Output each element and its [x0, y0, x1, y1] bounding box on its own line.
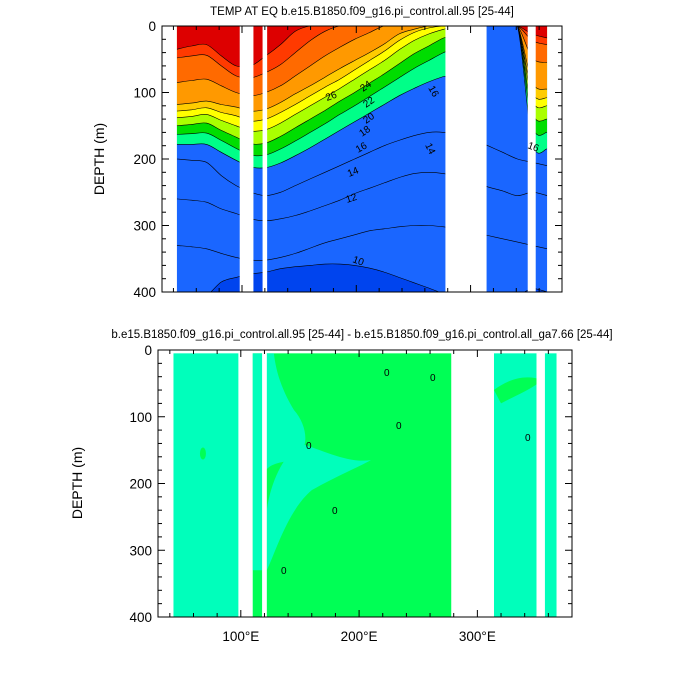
contour-label: 16: [526, 140, 541, 154]
x-tick-label: 100°E: [222, 629, 259, 644]
bottom-title: b.e15.B1850.f09_g16.pi_control.all.95 [2…: [111, 329, 612, 341]
contour-label: 0: [384, 368, 390, 379]
bottom-y-axis-label: DEPTH (m): [69, 447, 85, 519]
top-y-axis-label: DEPTH (m): [91, 123, 107, 195]
contour-label: 26: [324, 90, 339, 104]
contour-label: 12: [345, 192, 359, 206]
y-tick-label: 200: [133, 152, 156, 167]
contour-label: 0: [332, 506, 338, 517]
isotherm-fill-28: [176, 26, 548, 68]
top-contour-lines: [176, 26, 548, 292]
top-contour-fills: [176, 26, 548, 292]
land-gap: [239, 26, 254, 292]
isotherm-line-18: [176, 26, 548, 132]
isotherm-line-10: [210, 263, 548, 292]
contour-label: 14: [346, 165, 361, 180]
y-tick-label: 300: [129, 543, 152, 558]
y-tick-label: 300: [133, 219, 156, 234]
top-panel: TEMP AT EQ b.e15.B1850.f09_g16.pi_contro…: [91, 6, 563, 300]
diff-positive-patch-east: [493, 377, 543, 404]
bottom-contour-labels: 0 0 0 0 0 0 0: [281, 368, 531, 577]
contour-label: 10: [351, 254, 366, 268]
y-tick-label: 0: [148, 19, 156, 34]
land-gap: [238, 350, 253, 617]
contour-label: 0: [430, 373, 436, 384]
isotherm-line-24: [176, 26, 548, 97]
top-title: TEMP AT EQ b.e15.B1850.f09_g16.pi_contro…: [210, 6, 514, 18]
land-gap: [262, 26, 268, 292]
land-gap: [536, 350, 545, 617]
contour-label: 0: [306, 441, 312, 452]
contour-label: 0: [396, 421, 402, 432]
diff-negative-lobe: [266, 443, 371, 571]
contour-label: 16: [354, 140, 370, 155]
land-gap: [445, 26, 487, 292]
contour-label: 16: [425, 84, 440, 100]
isotherm-line-14: [176, 26, 548, 169]
x-tick-label: 200°E: [341, 629, 378, 644]
top-contour-plot: [162, 26, 562, 292]
isotherm-line-13: [176, 131, 548, 196]
isotherm-line-28: [176, 26, 548, 68]
contour-label: 14: [422, 142, 437, 157]
y-tick-label: 400: [129, 610, 152, 625]
land-gap: [262, 350, 267, 617]
top-axes: 0 100 200 300 400: [133, 19, 562, 300]
contour-label: 0: [281, 566, 287, 577]
bottom-land-gaps: [158, 350, 572, 617]
x-tick-label: 300°E: [459, 629, 496, 644]
bottom-axes: 0 100 200 300 400 100°E 200°E 300°E: [129, 343, 572, 644]
isotherm-line-26: [176, 26, 548, 79]
y-tick-label: 400: [133, 285, 156, 300]
y-tick-label: 0: [144, 343, 152, 358]
isotherm-line-22: [176, 26, 548, 112]
diff-region-far-east: [544, 353, 557, 617]
isotherm-line-16: [176, 26, 548, 145]
bottom-contour-fills: [173, 353, 557, 617]
bottom-panel: b.e15.B1850.f09_g16.pi_control.all.95 [2…: [69, 329, 613, 644]
isotherm-line-12: [176, 171, 548, 222]
diff-positive-spot: [199, 447, 206, 460]
isotherm-line-15: [176, 26, 548, 157]
bottom-contour-plot: [158, 350, 572, 617]
isotherm-line-11: [176, 225, 548, 261]
diff-region-west: [173, 353, 239, 617]
contour-label: 0: [525, 433, 531, 444]
y-tick-label: 100: [133, 86, 156, 101]
land-gap: [527, 26, 536, 292]
isotherm-line-20: [176, 26, 548, 122]
y-tick-label: 200: [129, 477, 152, 492]
y-tick-label: 100: [129, 410, 152, 425]
land-gap: [451, 350, 494, 617]
